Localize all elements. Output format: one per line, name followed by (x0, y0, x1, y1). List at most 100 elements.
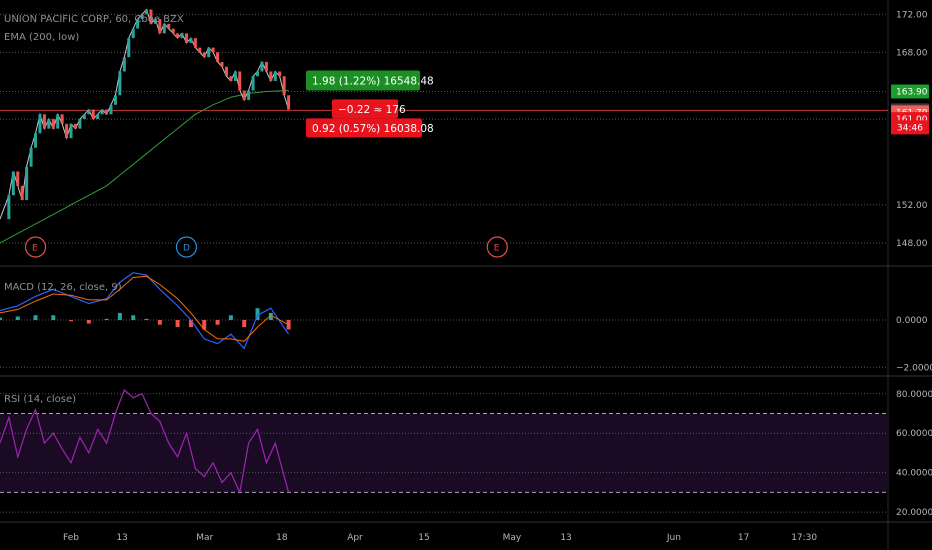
price-tick-label: 152.00 (896, 201, 928, 211)
macd-histogram-bar (69, 320, 74, 322)
macd-histogram-bar (202, 320, 207, 330)
rsi-tick-label: 40.0000 (896, 469, 932, 479)
macd-histogram-bar (144, 318, 149, 320)
price-tag (891, 84, 929, 99)
price-candle (224, 66, 228, 77)
event-marker (24, 236, 47, 258)
time-tick-label: 13 (116, 533, 127, 543)
time-tick-label: Mar (196, 533, 213, 543)
price-candle (162, 23, 166, 34)
ema-legend: EMA (200, low) (4, 32, 79, 43)
macd-histogram-bar (15, 316, 20, 320)
price-candle (287, 95, 291, 110)
macd-histogram-bar (157, 320, 162, 325)
event-marker-label: D (183, 244, 190, 254)
price-tick-label: 168.00 (896, 48, 928, 58)
macd-legend: MACD (12, 26, close, 9) (4, 282, 122, 293)
time-tick-label: 17:30 (791, 533, 817, 543)
macd-histogram-bar (175, 320, 180, 328)
macd-tick-label: 0.0000 (896, 316, 928, 326)
macd-histogram-bar (268, 312, 273, 320)
price-candle (247, 90, 251, 101)
price-candle (73, 123, 77, 129)
price-candle (25, 166, 29, 201)
price-candle (56, 114, 60, 129)
time-tick-label: 13 (560, 533, 571, 543)
macd-histogram-bar (215, 320, 220, 325)
price-candle (251, 76, 255, 91)
event-marker (486, 236, 508, 258)
macd-histogram-bar (255, 308, 260, 320)
price-candle (7, 195, 11, 220)
price-candle (282, 76, 286, 96)
price-candle (60, 114, 64, 124)
price-candle (20, 185, 24, 201)
event-marker-label: E (32, 244, 38, 254)
price-candle (51, 119, 55, 129)
time-tick-label: 18 (276, 533, 288, 543)
rsi-tick-label: 80.0000 (896, 390, 932, 400)
price-candle (193, 38, 197, 48)
price-candle (105, 109, 109, 115)
price-candle (91, 109, 95, 120)
price-candle (100, 109, 104, 115)
price-candle (47, 119, 51, 129)
measure-mid-box (332, 99, 398, 119)
measure-up-box (306, 70, 420, 91)
price-candle (180, 33, 184, 39)
macd-tick-label: −2.0000 (896, 363, 932, 373)
price-candle (238, 71, 242, 91)
price-candle (78, 119, 82, 129)
macd-histogram-bar (131, 315, 136, 320)
price-candle (149, 9, 153, 24)
price-candle (153, 19, 157, 24)
price-candle (233, 71, 237, 81)
rsi-tick-label: 20.0000 (896, 508, 932, 518)
macd-signal-line (0, 275, 289, 342)
time-tick-label: 17 (738, 533, 749, 543)
price-candle (29, 147, 33, 167)
price-candle (260, 61, 264, 72)
price-candle (198, 47, 202, 53)
countdown-tag (891, 120, 929, 135)
price-candle (38, 114, 42, 134)
macd-histogram-bar (228, 315, 233, 320)
macd-histogram-bar (188, 320, 193, 328)
price-candle (145, 9, 149, 15)
price-candle (264, 61, 268, 72)
measure-up-box-label: 1.98 (1.22%) 16548.48 (312, 75, 434, 87)
macd-histogram-bar (0, 317, 2, 320)
macd-histogram-bar (33, 315, 38, 320)
ema-line (0, 90, 289, 244)
price-candle (87, 109, 91, 115)
rsi-legend: RSI (14, close) (4, 394, 76, 405)
time-tick-label: Feb (63, 533, 79, 543)
time-tick-label: 15 (418, 533, 429, 543)
macd-histogram-bar (117, 312, 122, 320)
price-candle (229, 76, 233, 81)
price-candle (171, 28, 175, 34)
price-candle (184, 33, 188, 43)
measure-down-box-label: 0.92 (0.57%) 16038.08 (312, 123, 434, 135)
price-candle (176, 33, 180, 39)
price-candle (122, 57, 126, 72)
price-tag-label: 161.00 (896, 115, 928, 125)
price-candle (109, 104, 113, 115)
price-candle (11, 171, 15, 196)
rsi-band-fill (0, 413, 888, 493)
price-candle (220, 61, 224, 67)
price-candle (202, 52, 206, 58)
price-candle (278, 71, 282, 77)
price-candle (207, 47, 211, 58)
event-marker-label: E (494, 244, 500, 254)
price-candle (113, 95, 117, 105)
price-candle (65, 123, 69, 139)
price-candle (216, 52, 220, 62)
price-candle (69, 123, 73, 139)
price-candle (189, 38, 193, 43)
price-candle (131, 28, 135, 39)
measure-down-box (306, 118, 422, 138)
price-candle (136, 19, 140, 29)
macd-histogram-bar (51, 315, 56, 320)
